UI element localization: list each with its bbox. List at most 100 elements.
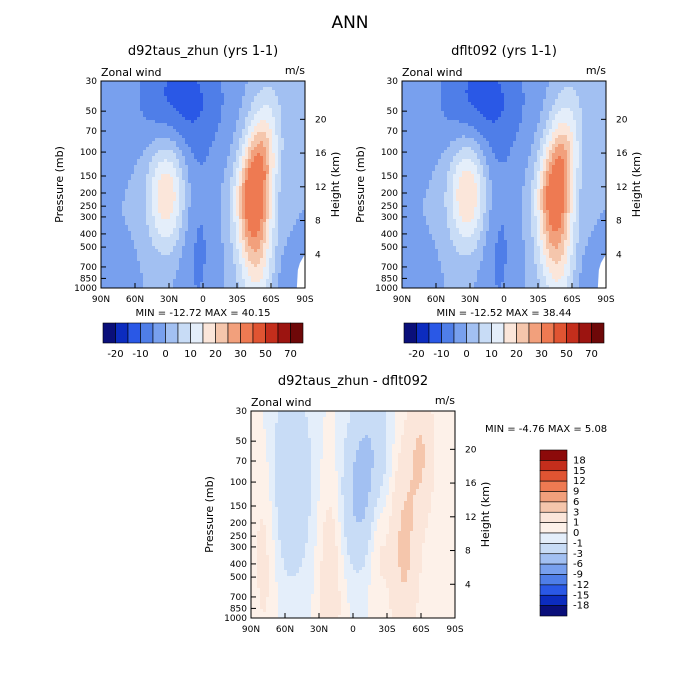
- contour-cell: [525, 276, 538, 280]
- contour-cell: [504, 93, 526, 97]
- contour-cell: [275, 222, 279, 226]
- contour-cell: [582, 261, 606, 265]
- contour-cell: [338, 564, 345, 568]
- contour-cell: [398, 537, 411, 541]
- contour-cell: [389, 522, 402, 526]
- contour-cell: [402, 162, 439, 166]
- contour-cell: [401, 579, 408, 583]
- contour-cell: [278, 222, 297, 226]
- contour-cell: [197, 228, 204, 232]
- contour-cell: [374, 459, 387, 463]
- contour-cell: [269, 186, 273, 190]
- contour-cell: [374, 537, 387, 541]
- contour-cell: [233, 207, 237, 211]
- contour-cell: [359, 441, 372, 445]
- contour-cell: [311, 459, 321, 463]
- contour-cell: [146, 219, 156, 223]
- contour-cell: [546, 90, 562, 94]
- contour-cell: [573, 87, 606, 91]
- contour-cell: [576, 189, 580, 193]
- contour-cell: [416, 612, 455, 616]
- contour-cell: [272, 183, 276, 187]
- contour-cell: [194, 249, 207, 253]
- contour-cell: [432, 177, 448, 181]
- contour-cell: [251, 495, 270, 499]
- contour-cell: [531, 186, 538, 190]
- contour-cell: [522, 84, 550, 88]
- contour-cell: [278, 201, 305, 205]
- contour-cell: [134, 165, 150, 169]
- contour-cell: [251, 504, 273, 508]
- contour-cell: [582, 150, 606, 154]
- contour-cell: [101, 270, 141, 274]
- contour-cell: [101, 141, 153, 145]
- contour-cell: [426, 195, 445, 199]
- contour-cell: [131, 237, 153, 241]
- contour-cell: [272, 243, 279, 247]
- contour-cell: [419, 591, 455, 595]
- contour-cell: [407, 495, 414, 499]
- colorbar-label: 10: [485, 349, 498, 360]
- colorbar-swatch: [566, 322, 580, 344]
- y-tick-label: 150: [230, 502, 247, 512]
- contour-cell: [281, 270, 305, 274]
- contour-cell: [269, 495, 276, 499]
- contour-cell: [540, 255, 547, 259]
- contour-cell: [245, 93, 258, 97]
- contour-cell: [392, 504, 405, 508]
- contour-cell: [251, 525, 261, 529]
- contour-cell: [221, 222, 231, 226]
- contour-cell: [456, 138, 475, 142]
- contour-cell: [308, 534, 318, 538]
- contour-cell: [194, 282, 201, 286]
- contour-cell: [242, 213, 246, 217]
- contour-cell: [534, 177, 538, 181]
- contour-cell: [534, 171, 538, 175]
- contour-cell: [284, 561, 303, 565]
- contour-cell: [422, 549, 455, 553]
- contour-cell: [236, 189, 240, 193]
- contour-cell: [251, 414, 264, 418]
- contour-cell: [278, 213, 300, 217]
- contour-cell: [510, 147, 532, 151]
- contour-cell: [275, 165, 279, 169]
- contour-cell: [570, 201, 574, 205]
- contour-cell: [209, 153, 231, 157]
- contour-cell: [152, 159, 165, 163]
- contour-cell: [402, 213, 424, 217]
- contour-cell: [558, 156, 562, 160]
- contour-cell: [251, 576, 258, 580]
- contour-cell: [281, 549, 306, 553]
- contour-cell: [227, 162, 234, 166]
- contour-cell: [275, 225, 279, 229]
- contour-cell: [540, 111, 550, 115]
- contour-cell: [537, 171, 541, 175]
- contour-cell: [191, 204, 222, 208]
- contour-cell: [498, 117, 523, 121]
- contour-cell: [158, 192, 177, 196]
- contour-cell: [140, 267, 180, 271]
- contour-cell: [185, 117, 198, 121]
- contour-cell: [353, 465, 375, 469]
- contour-cell: [251, 165, 264, 169]
- contour-cell: [143, 282, 174, 286]
- contour-cell: [350, 555, 366, 559]
- contour-cell: [386, 453, 393, 457]
- contour-cell: [182, 171, 189, 175]
- contour-cell: [567, 246, 574, 250]
- contour-cell: [402, 123, 469, 127]
- contour-cell: [341, 540, 348, 544]
- contour-cell: [281, 105, 305, 109]
- contour-cell: [456, 198, 478, 202]
- contour-cell: [275, 429, 309, 433]
- contour-cell: [347, 429, 387, 433]
- contour-cell: [546, 180, 550, 184]
- contour-cell: [450, 165, 457, 169]
- contour-cell: [263, 87, 273, 91]
- contour-cell: [392, 510, 402, 514]
- contour-cell: [531, 225, 538, 229]
- contour-cell: [567, 189, 571, 193]
- contour-cell: [251, 417, 264, 421]
- contour-cell: [203, 93, 225, 97]
- contour-cell: [395, 414, 408, 418]
